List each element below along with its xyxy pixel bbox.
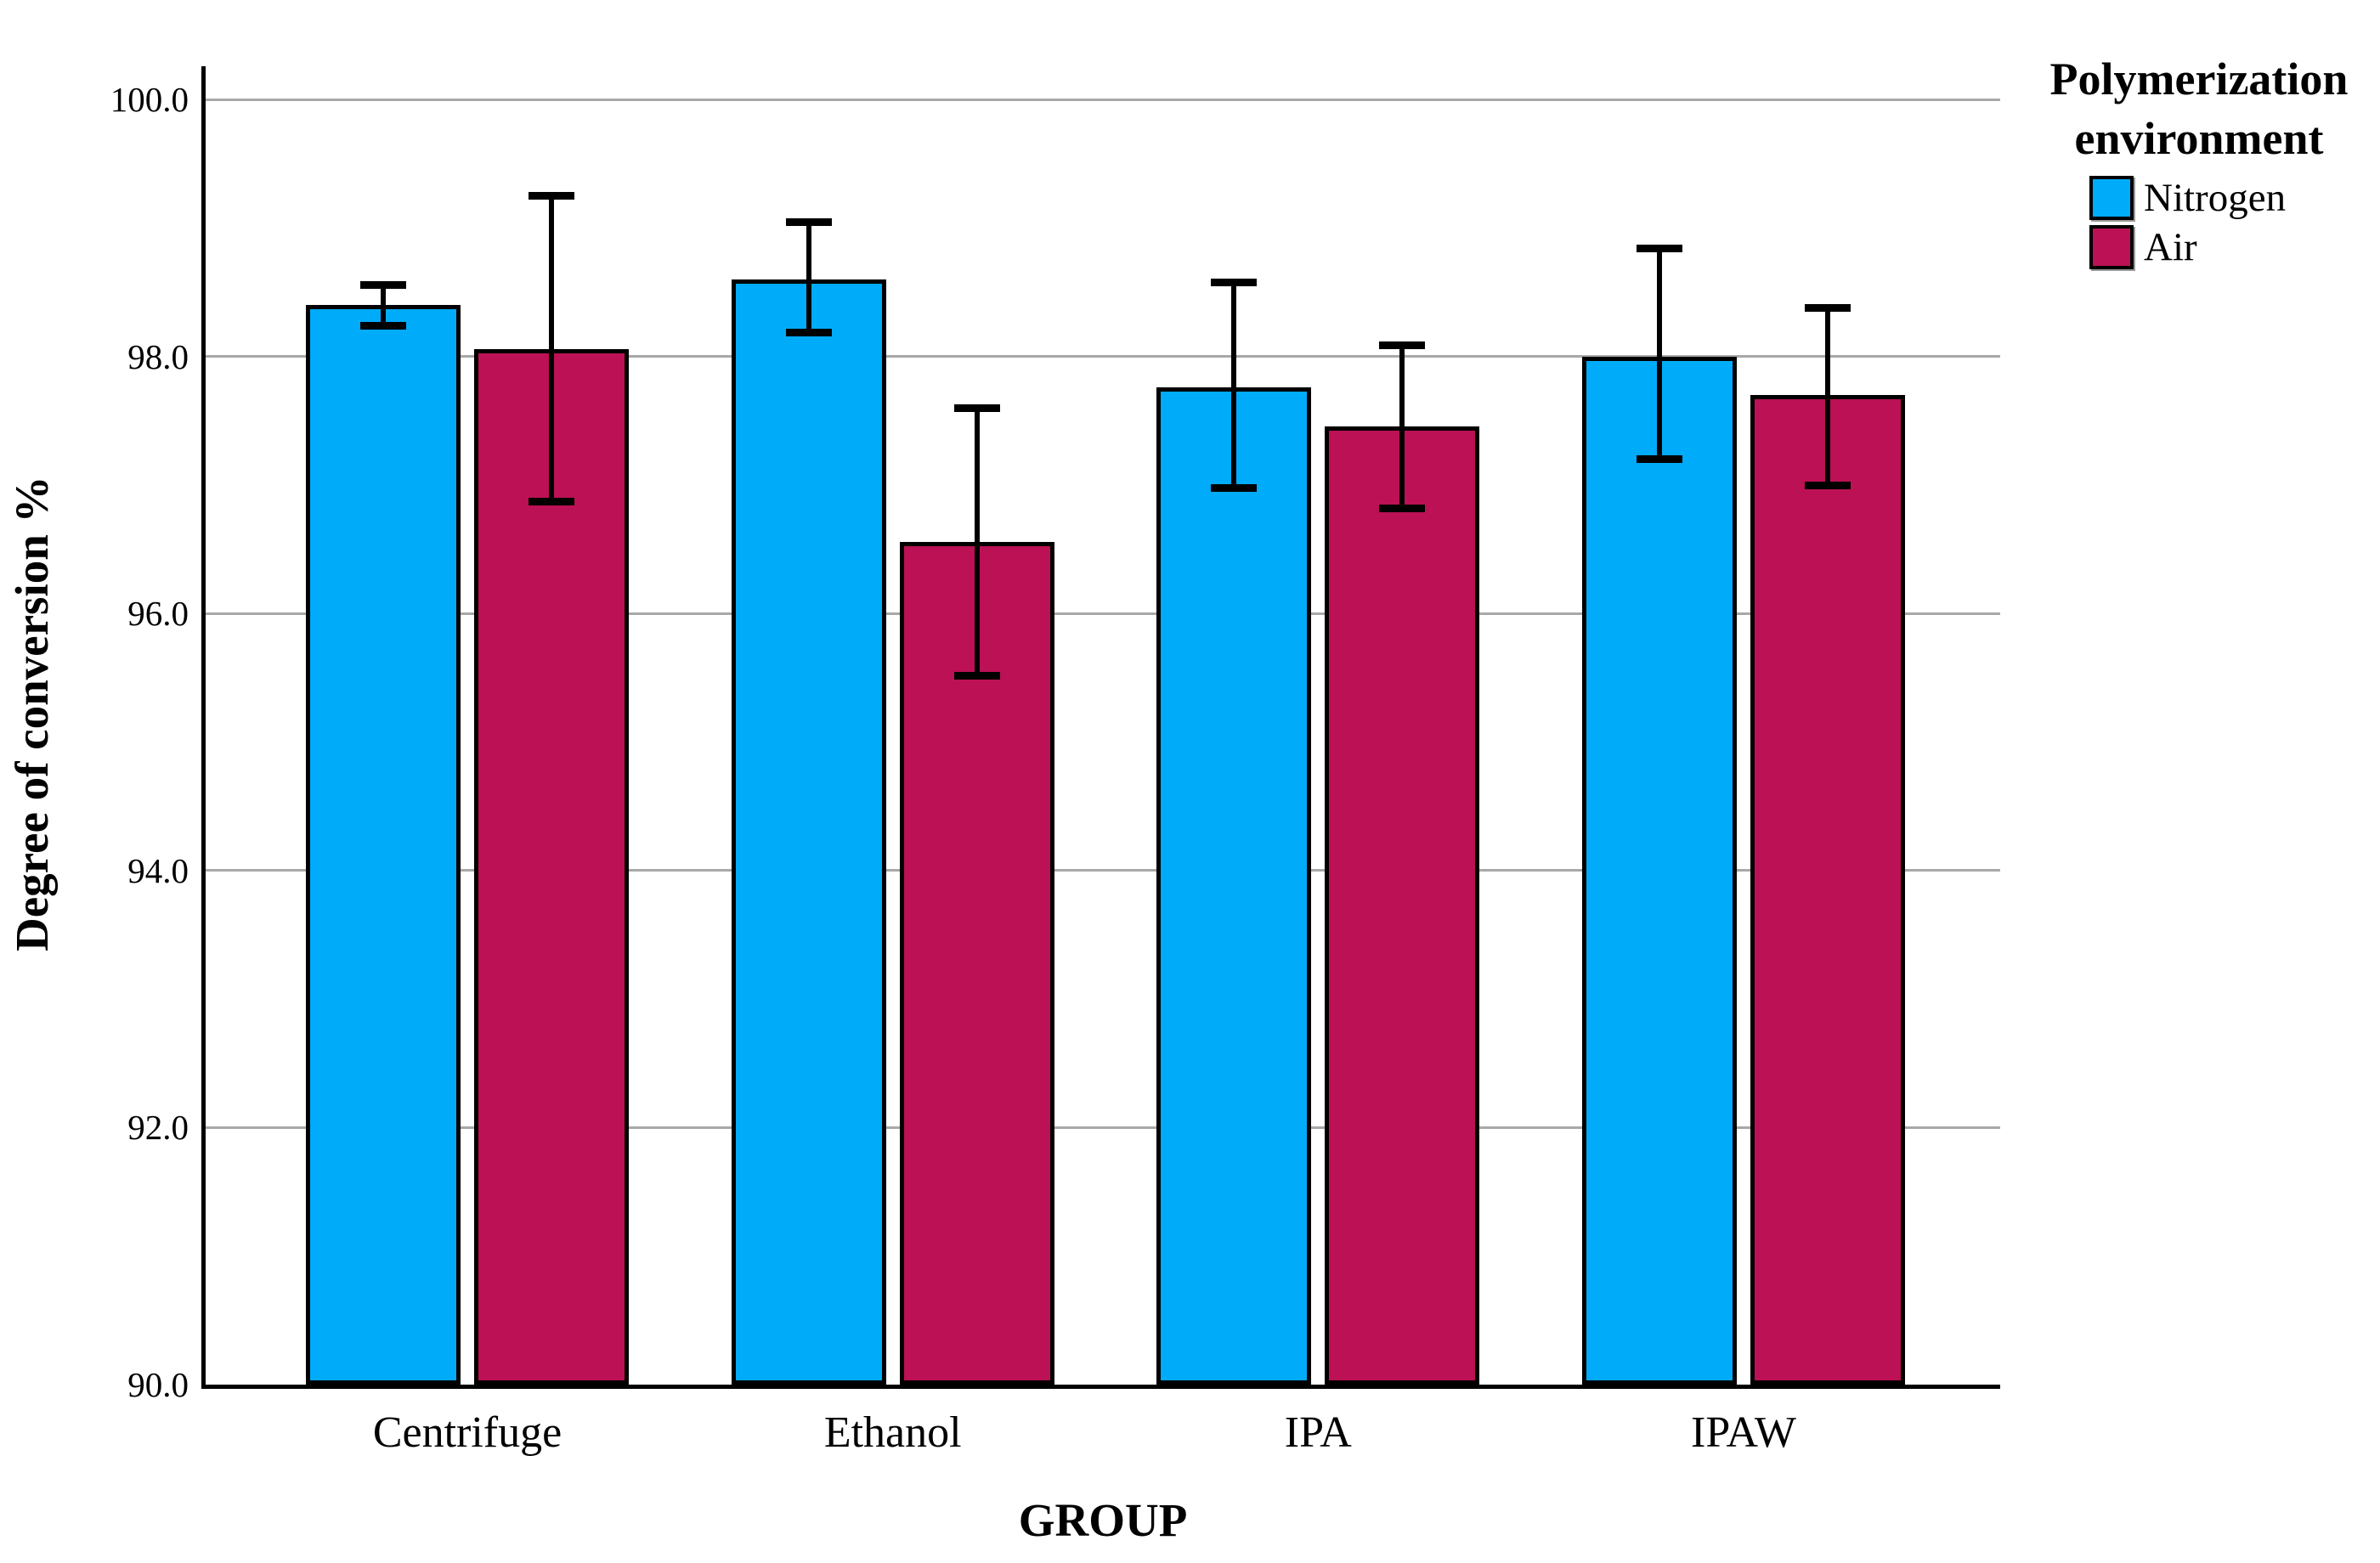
legend-item-air: Air (2018, 223, 2380, 272)
error-cap-top-centrifuge-nitrogen (360, 280, 406, 289)
error-cap-bottom-centrifuge-nitrogen (360, 322, 406, 330)
x-category-label-ipa: IPA (1284, 1408, 1352, 1457)
bar-ipa-air (1325, 426, 1480, 1385)
legend: Polymerization environment Nitrogen Air (2018, 49, 2380, 272)
x-category-label-ethanol: Ethanol (823, 1408, 962, 1457)
legend-item-nitrogen: Nitrogen (2018, 173, 2380, 223)
bar-ipa-nitrogen (1156, 387, 1312, 1385)
error-cap-bottom-ipa-air (1379, 504, 1426, 512)
error-cap-top-centrifuge-air (529, 192, 574, 200)
legend-swatch-air-icon (2089, 225, 2134, 269)
error-cap-bottom-ipa-nitrogen (1211, 483, 1258, 492)
error-cap-top-ipa-air (1379, 341, 1426, 349)
bar-ipaw-nitrogen (1582, 356, 1737, 1385)
error-bar-centrifuge-air (549, 195, 554, 502)
bar-centrifuge-air (474, 348, 629, 1385)
y-tick-label-96.0: 96.0 (127, 594, 189, 634)
legend-title-line-1: Polymerization (2049, 54, 2349, 104)
legend-item-nitrogen-label: Nitrogen (2144, 176, 2287, 220)
gridline-96 (206, 612, 2000, 615)
error-bar-ethanol-nitrogen (806, 222, 811, 333)
legend-items: Nitrogen Air (2018, 173, 2380, 272)
error-cap-top-ipaw-air (1805, 303, 1851, 312)
y-tick-label-98.0: 98.0 (127, 336, 189, 376)
error-cap-bottom-ipaw-nitrogen (1637, 455, 1682, 464)
x-category-label-centrifuge: Centrifuge (372, 1408, 562, 1457)
legend-title-line-2: environment (2074, 113, 2324, 164)
x-category-label-ipaw: IPAW (1691, 1408, 1796, 1457)
y-axis-title: Degree of conversion % (6, 476, 58, 951)
plot-area (201, 66, 2000, 1389)
error-bar-ipaw-air (1825, 308, 1830, 486)
error-cap-bottom-ethanol-air (953, 671, 1000, 680)
y-tick-label-92.0: 92.0 (127, 1108, 189, 1148)
y-tick-label-100.0: 100.0 (110, 80, 189, 120)
bar-ethanol-air (899, 541, 1054, 1385)
y-tick-label-94.0: 94.0 (127, 850, 189, 890)
error-cap-bottom-centrifuge-air (529, 498, 574, 506)
error-cap-bottom-ethanol-nitrogen (785, 328, 832, 336)
gridline-100 (206, 98, 2000, 101)
error-bar-ipa-nitrogen (1231, 282, 1237, 488)
error-bar-centrifuge-nitrogen (381, 285, 386, 326)
error-cap-top-ipaw-nitrogen (1637, 245, 1682, 253)
bar-centrifuge-nitrogen (306, 305, 461, 1385)
x-axis-title: GROUP (1018, 1494, 1188, 1546)
gridline-92 (206, 1126, 2000, 1129)
bar-ipaw-air (1750, 395, 1905, 1385)
legend-title: Polymerization environment (2018, 49, 2380, 168)
legend-item-air-label: Air (2144, 225, 2197, 269)
error-bar-ipa-air (1399, 345, 1405, 509)
error-bar-ethanol-air (974, 408, 980, 675)
y-tick-label-90.0: 90.0 (127, 1365, 189, 1404)
error-cap-top-ipa-nitrogen (1211, 278, 1258, 286)
gridline-98 (206, 355, 2000, 358)
bar-ethanol-nitrogen (731, 279, 886, 1385)
legend-swatch-nitrogen-icon (2089, 176, 2134, 220)
error-cap-top-ethanol-nitrogen (785, 217, 832, 226)
error-cap-top-ethanol-air (953, 403, 1000, 412)
gridline-94 (206, 869, 2000, 872)
error-cap-bottom-ipaw-air (1805, 481, 1851, 489)
error-bar-ipaw-nitrogen (1657, 248, 1662, 460)
